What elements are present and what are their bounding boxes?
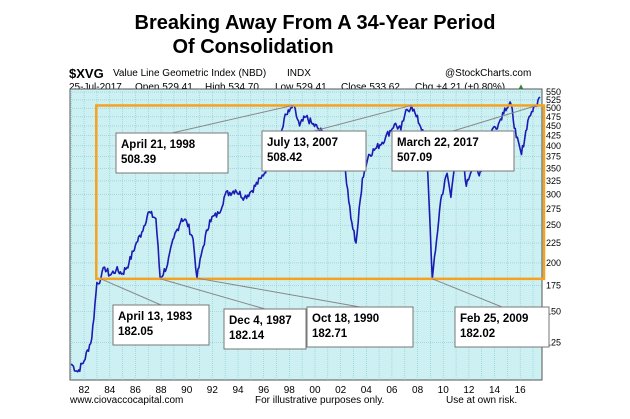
x-tick-label: 04 [361,385,373,396]
x-tick-label: 90 [181,385,193,396]
x-tick-label: 06 [386,385,398,396]
callout-2009-box [454,306,550,348]
footer-risk: Use at own risk. [446,395,518,406]
callout-2009-pointer [432,278,503,308]
x-tick-label: 82 [79,385,91,396]
y-tick-label: 400 [546,141,561,151]
x-tick-label: 10 [438,385,450,396]
callout-1990-pointer [196,277,361,308]
symbol: $XVG [69,66,104,81]
callout-1987-pointer [160,278,266,310]
callout-1987-box [223,308,307,350]
x-tick-label: 86 [130,385,142,396]
callout-1983-box [112,304,210,346]
y-tick-label: 125 [546,337,561,347]
callout-1998-value: 508.39 [121,154,156,166]
y-tick-label: 425 [546,131,561,141]
title-line-2: Of Consolidation [172,36,334,58]
callout-1983-value: 182.05 [118,326,154,338]
callout-2017-value: 507.09 [397,152,432,164]
callout-1998-pointer [171,104,294,134]
index-name: Value Line Geometric Index (NBD) [113,68,267,79]
up-arrow-icon: ▲ [517,82,525,91]
callout-2017-date: March 22, 2017 [397,137,479,149]
y-tick-label: 200 [546,258,561,268]
callout-1998-box [115,132,229,174]
x-tick-label: 92 [207,385,219,396]
exchange: INDX [287,68,311,79]
y-tick-label: 175 [546,280,561,290]
x-tick-label: 14 [489,385,501,396]
y-tick-label: 300 [546,189,561,199]
callout-2017-box [391,130,515,172]
y-tick-label: 150 [546,307,561,317]
y-tick-label: 475 [546,112,561,122]
y-tick-label: 550 [546,87,561,97]
x-tick-label: 08 [412,385,424,396]
callout-1987-date: Dec 4, 1987 [229,315,292,327]
open-value: Open 529.41 [135,82,193,93]
x-tick-label: 00 [309,385,321,396]
consolidation-box [95,104,546,281]
callout-1983-date: April 13, 1983 [118,311,192,323]
y-tick-label: 250 [546,220,561,230]
date: 25-Jul-2017 [69,82,122,93]
low-value: Low 529.41 [275,82,327,93]
title-line-1: Breaking Away From A 34-Year Period [134,12,496,34]
source-credit: @StockCharts.com [445,68,532,79]
y-tick-label: 525 [546,95,561,105]
y-tick-label: 350 [546,163,561,173]
high-value: High 534.70 [205,82,259,93]
callout-2007-value: 508.42 [267,152,302,164]
callout-2007-box [261,130,367,172]
x-tick-label: 84 [104,385,116,396]
callout-1987-value: 182.14 [229,330,265,342]
callout-1990-box [306,306,414,348]
callout-2017-pointer [452,105,536,132]
callout-2009-date: Feb 25, 2009 [460,313,528,325]
callout-2007-date: July 13, 2007 [267,137,338,149]
callout-1990-date: Oct 18, 1990 [312,313,379,325]
callout-2007-pointer [313,104,412,132]
callout-1990-value: 182.71 [312,328,348,340]
x-tick-label: 12 [463,385,475,396]
y-tick-label: 450 [546,121,561,131]
x-tick-label: 96 [258,385,270,396]
callout-2009-value: 182.02 [460,328,495,340]
y-tick-label: 375 [546,152,561,162]
x-tick-label: 88 [156,385,168,396]
x-tick-label: 94 [232,385,244,396]
x-tick-label: 02 [335,385,347,396]
callout-1983-pointer [100,278,162,306]
y-tick-label: 275 [546,204,561,214]
close-value: Close 533.62 [341,82,400,93]
footer-note: For illustrative purposes only. [255,395,385,406]
x-tick-label: 16 [515,385,527,396]
callout-1998-date: April 21, 1998 [121,139,196,151]
change-value: Chg +4.21 (+0.80%) [415,82,506,93]
y-tick-label: 225 [546,238,561,248]
y-tick-label: 500 [546,103,561,113]
x-tick-label: 98 [284,385,296,396]
footer-website[interactable]: www.ciovaccocapital.com [70,395,184,406]
y-tick-label: 325 [546,176,561,186]
